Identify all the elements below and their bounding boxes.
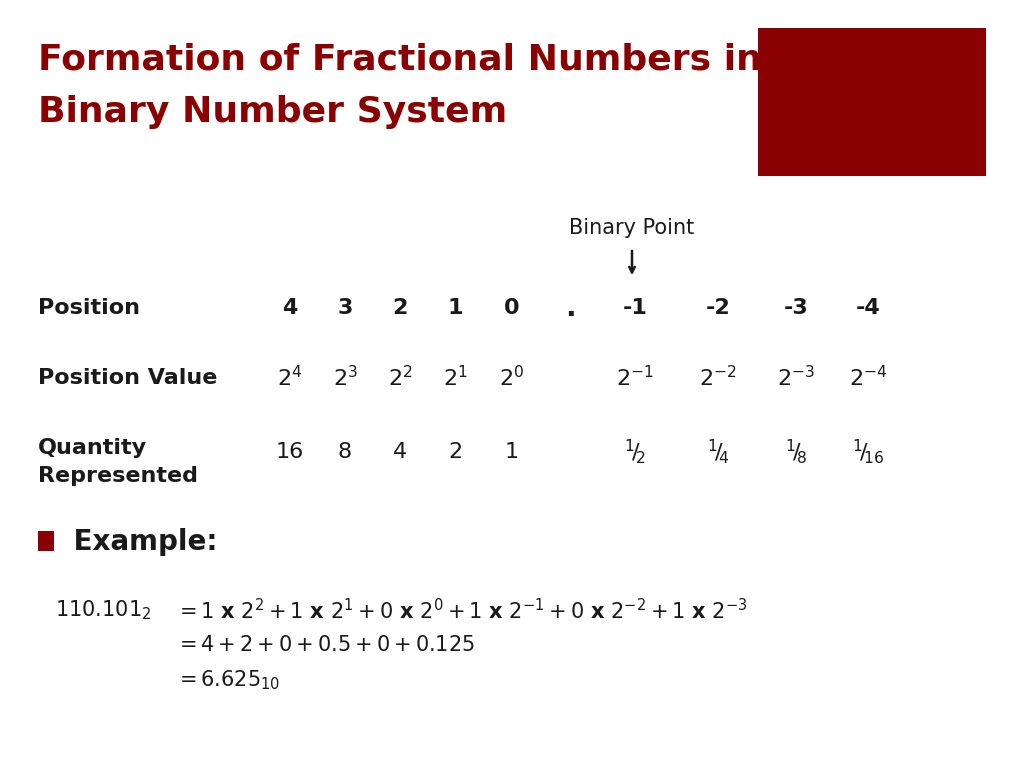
Text: Position Value: Position Value <box>38 368 217 388</box>
Text: $2^3$: $2^3$ <box>333 366 357 391</box>
Text: 2: 2 <box>447 442 462 462</box>
Text: Formation of Fractional Numbers in: Formation of Fractional Numbers in <box>38 42 762 76</box>
Text: $^1\!/\!_4$: $^1\!/\!_4$ <box>707 438 729 466</box>
Text: $^1\!/\!_2$: $^1\!/\!_2$ <box>625 438 646 466</box>
Text: .: . <box>564 294 575 322</box>
Text: Quantity: Quantity <box>38 438 147 458</box>
Text: 2: 2 <box>392 298 408 318</box>
Text: $2^1$: $2^1$ <box>442 366 467 391</box>
Text: 4: 4 <box>393 442 408 462</box>
Text: Binary Number System: Binary Number System <box>38 95 507 129</box>
Text: $2^0$: $2^0$ <box>500 366 524 391</box>
Text: $= 4 + 2 + 0 + 0.5 + 0 + 0.125$: $= 4 + 2 + 0 + 0.5 + 0 + 0.125$ <box>175 635 475 655</box>
Text: -1: -1 <box>623 298 647 318</box>
Text: $2^4$: $2^4$ <box>278 366 303 391</box>
Bar <box>38 531 54 551</box>
Text: Binary Point: Binary Point <box>569 218 694 238</box>
Text: $2^2$: $2^2$ <box>388 366 413 391</box>
Text: $2^{-4}$: $2^{-4}$ <box>849 366 887 391</box>
Text: Position: Position <box>38 298 140 318</box>
Text: 0: 0 <box>504 298 520 318</box>
Text: -3: -3 <box>783 298 808 318</box>
Text: -2: -2 <box>706 298 730 318</box>
Text: 1: 1 <box>505 442 519 462</box>
Text: $= 1\ \mathbf{x}\ 2^2 + 1\ \mathbf{x}\ 2^1 + 0\ \mathbf{x}\ 2^0 + 1\ \mathbf{x}\: $= 1\ \mathbf{x}\ 2^2 + 1\ \mathbf{x}\ 2… <box>175 598 748 623</box>
Bar <box>758 28 986 176</box>
Text: $110.101_2$: $110.101_2$ <box>55 598 152 621</box>
Text: $^1\!/\!_8$: $^1\!/\!_8$ <box>785 438 807 466</box>
Text: -4: -4 <box>856 298 881 318</box>
Text: 1: 1 <box>447 298 463 318</box>
Text: $2^{-2}$: $2^{-2}$ <box>699 366 737 391</box>
Text: 8: 8 <box>338 442 352 462</box>
Text: $= 6.625_{10}$: $= 6.625_{10}$ <box>175 668 281 692</box>
Text: $^1\!/\!_{16}$: $^1\!/\!_{16}$ <box>852 438 884 466</box>
Text: 4: 4 <box>283 298 298 318</box>
Text: 3: 3 <box>337 298 352 318</box>
Text: 16: 16 <box>275 442 304 462</box>
Text: $2^{-1}$: $2^{-1}$ <box>616 366 654 391</box>
Text: Example:: Example: <box>63 528 217 556</box>
Text: Represented: Represented <box>38 466 198 486</box>
Text: $2^{-3}$: $2^{-3}$ <box>777 366 815 391</box>
